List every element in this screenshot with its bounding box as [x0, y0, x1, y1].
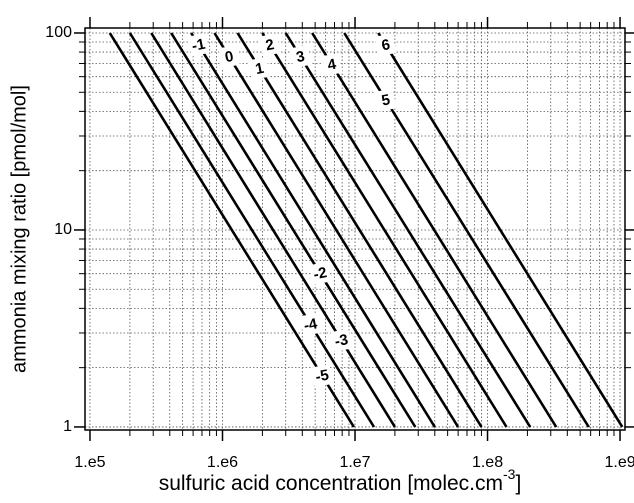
contour-label-text: -2 — [312, 264, 328, 283]
contour-label: -1 — [187, 33, 210, 57]
contour-label-text: -1 — [190, 36, 206, 55]
contour-label-text: 5 — [380, 91, 391, 109]
contour-line — [261, 32, 508, 428]
contour-label-text: 3 — [295, 48, 306, 66]
contour-line — [311, 32, 558, 428]
contour-line — [284, 32, 532, 428]
contour-line — [128, 32, 376, 428]
contour-label-text: -5 — [314, 367, 330, 386]
contour-label: -4 — [299, 312, 322, 337]
contour-label: 1 — [248, 56, 271, 80]
contour-label-text: -3 — [333, 331, 349, 350]
contour-label-background — [218, 45, 240, 69]
contour-label-text: 1 — [254, 60, 265, 78]
contour-label-text: 0 — [223, 48, 234, 66]
x-tick-label: 1.e5 — [74, 454, 105, 471]
contour-label-background — [248, 56, 271, 80]
contour-labels: -5 -4 -3 -2 -1 0 1 2 3 4 5 6 — [187, 33, 397, 388]
y-axis-label: ammonia mixing ratio [pmol/mol] — [8, 85, 30, 373]
x-tick-label: 1.e8 — [472, 454, 503, 471]
contour-line — [170, 32, 417, 428]
contour-line — [236, 32, 483, 428]
x-axis-label-superscript: -3 — [503, 466, 516, 482]
contour-label: 2 — [258, 33, 281, 57]
contour-label-background — [289, 45, 312, 69]
contour-label: -3 — [330, 328, 353, 352]
contour-label-background — [320, 52, 343, 77]
contour-label: 6 — [374, 33, 397, 57]
x-axis-label-end: ] — [515, 472, 521, 495]
contour-label-background — [309, 261, 331, 285]
contour-label: 4 — [320, 52, 343, 77]
y-tick-label: 10 — [54, 221, 72, 238]
contour-label: 0 — [218, 45, 240, 69]
contour-label-background — [330, 328, 353, 352]
contour-line — [377, 32, 624, 428]
contour-label: 3 — [289, 45, 312, 69]
x-tick-label: 1.e9 — [604, 454, 634, 471]
contour-label-background — [299, 312, 322, 337]
contour-line — [150, 32, 397, 428]
contour-line — [190, 32, 436, 428]
x-axis-label-text: sulfuric acid concentration [molec.cm — [159, 472, 503, 495]
y-tick-label: 1 — [63, 418, 72, 435]
contour-lines — [108, 32, 624, 428]
x-tick-label: 1.e7 — [339, 454, 370, 471]
contour-label-background — [374, 33, 397, 57]
contour-line — [108, 32, 356, 428]
contour-label-text: 6 — [380, 36, 391, 54]
x-axis-label: sulfuric acid concentration [molec.cm-3] — [159, 466, 522, 495]
y-tick-label: 100 — [45, 24, 72, 41]
contour-label-background — [187, 33, 210, 57]
contour-label-text: -4 — [302, 315, 319, 334]
contour-label-background — [311, 364, 333, 388]
contour-label: -2 — [309, 261, 331, 285]
contour-label-background — [375, 88, 397, 112]
contour-label: -5 — [311, 364, 333, 388]
contour-label-text: 2 — [264, 36, 275, 54]
contour-label-background — [258, 33, 281, 57]
contour-label: 5 — [375, 88, 397, 112]
x-tick-label: 1.e6 — [207, 454, 238, 471]
contour-line — [213, 32, 460, 428]
